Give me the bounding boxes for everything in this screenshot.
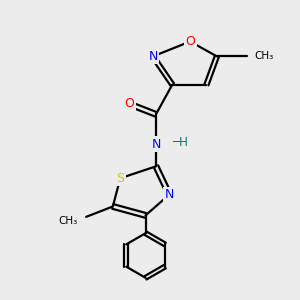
Text: O: O [124, 98, 134, 110]
Text: S: S [116, 172, 124, 185]
Text: O: O [185, 35, 195, 48]
Text: ─H: ─H [172, 136, 188, 149]
Text: N: N [151, 138, 160, 151]
Text: CH₃: CH₃ [58, 216, 77, 226]
Text: N: N [165, 188, 174, 201]
Text: N: N [148, 50, 158, 63]
Text: CH₃: CH₃ [254, 51, 273, 62]
